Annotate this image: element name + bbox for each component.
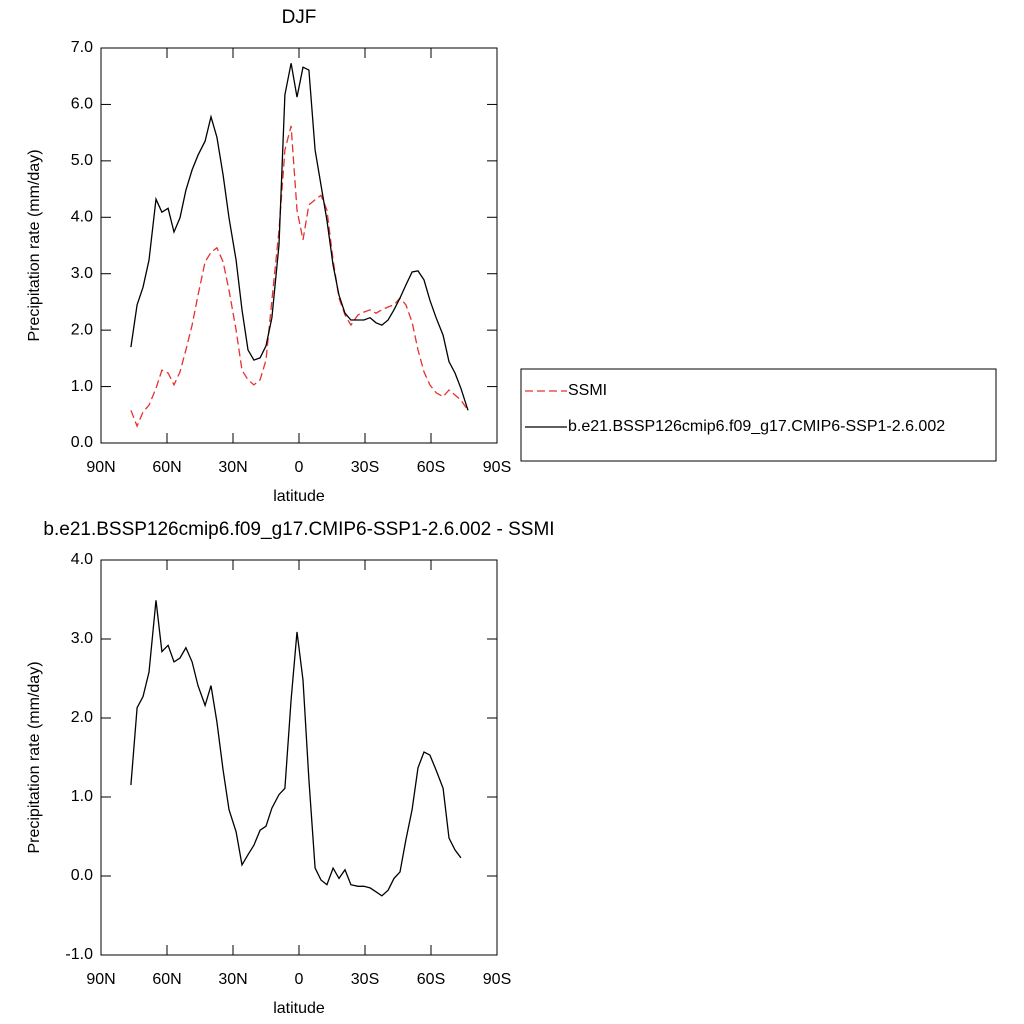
chart-title: b.e21.BSSP126cmip6.f09_g17.CMIP6-SSP1-2.… — [43, 519, 554, 540]
y-tick-label: 6.0 — [71, 96, 93, 113]
y-tick-label: 7.0 — [71, 39, 93, 56]
x-tick-label: 60S — [417, 459, 445, 476]
data-line — [130, 125, 469, 428]
y-tick-label: 0.0 — [71, 867, 93, 884]
x-tick-label: 90S — [483, 971, 511, 988]
y-axis-label: Precipitation rate (mm/day) — [26, 661, 43, 853]
y-tick-label: 1.0 — [71, 788, 93, 805]
x-tick-label: 30N — [218, 459, 247, 476]
x-tick-label: 30S — [351, 459, 379, 476]
y-tick-label: 5.0 — [71, 152, 93, 169]
x-tick-label: 60N — [152, 971, 181, 988]
x-tick-label: 0 — [295, 459, 304, 476]
x-axis-label: latitude — [273, 1000, 325, 1017]
x-tick-label: 90S — [483, 459, 511, 476]
chart-title: DJF — [282, 7, 317, 28]
x-tick-label: 60N — [152, 459, 181, 476]
x-tick-label: 60S — [417, 971, 445, 988]
x-tick-label: 90N — [86, 971, 115, 988]
legend-box — [520, 368, 997, 462]
x-axis-label: latitude — [273, 488, 325, 505]
x-tick-label: 90N — [86, 459, 115, 476]
data-line — [130, 63, 469, 411]
y-tick-label: -1.0 — [65, 946, 93, 963]
y-tick-label: 3.0 — [71, 630, 93, 647]
y-tick-label: 0.0 — [71, 434, 93, 451]
legend-label: SSMI — [568, 382, 607, 399]
x-tick-label: 0 — [295, 971, 304, 988]
plot-frame — [100, 47, 498, 444]
y-tick-label: 3.0 — [71, 265, 93, 282]
y-tick-label: 4.0 — [71, 209, 93, 226]
y-tick-label: 2.0 — [71, 321, 93, 338]
legend-label: b.e21.BSSP126cmip6.f09_g17.CMIP6-SSP1-2.… — [568, 418, 945, 435]
y-axis-label: Precipitation rate (mm/day) — [26, 149, 43, 341]
plot-frame — [100, 559, 498, 956]
y-tick-label: 4.0 — [71, 551, 93, 568]
x-tick-label: 30N — [218, 971, 247, 988]
y-tick-label: 2.0 — [71, 709, 93, 726]
x-tick-label: 30S — [351, 971, 379, 988]
data-line — [130, 600, 462, 897]
y-tick-label: 1.0 — [71, 378, 93, 395]
